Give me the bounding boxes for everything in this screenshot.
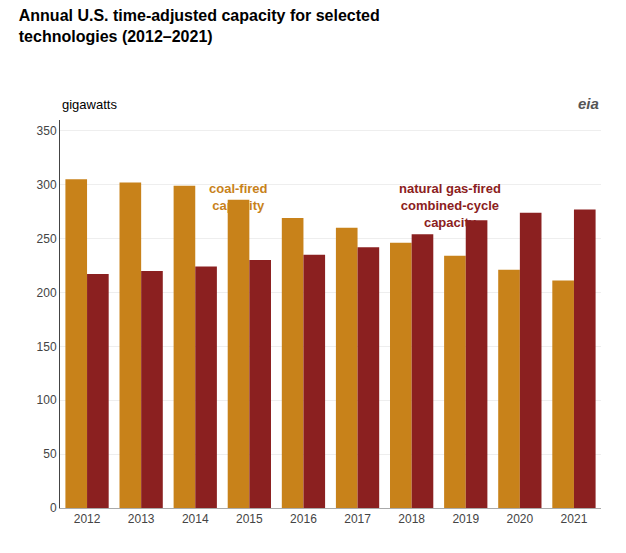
svg-text:2018: 2018	[398, 512, 425, 526]
svg-text:2015: 2015	[236, 512, 263, 526]
svg-text:350: 350	[37, 124, 57, 138]
svg-text:200: 200	[37, 286, 57, 300]
svg-text:eia: eia	[578, 95, 599, 112]
svg-text:2014: 2014	[182, 512, 209, 526]
svg-text:300: 300	[37, 178, 57, 192]
svg-text:2021: 2021	[561, 512, 588, 526]
svg-text:2017: 2017	[344, 512, 371, 526]
svg-text:2012: 2012	[74, 512, 101, 526]
svg-text:50: 50	[43, 447, 57, 461]
svg-text:2016: 2016	[290, 512, 317, 526]
svg-text:2020: 2020	[506, 512, 533, 526]
svg-text:2013: 2013	[128, 512, 155, 526]
svg-text:coal-firedcapacity: coal-firedcapacity	[209, 181, 268, 213]
svg-text:150: 150	[37, 340, 57, 354]
svg-text:gigawatts: gigawatts	[62, 97, 117, 112]
svg-text:0: 0	[50, 501, 57, 515]
svg-text:2019: 2019	[452, 512, 479, 526]
svg-text:100: 100	[37, 393, 57, 407]
svg-text:Annual U.S. time-adjusted capa: Annual U.S. time-adjusted capacity for s…	[19, 7, 380, 45]
svg-text:natural gas-firedcombined-cycl: natural gas-firedcombined-cyclecapacity	[399, 181, 501, 230]
svg-text:250: 250	[37, 232, 57, 246]
